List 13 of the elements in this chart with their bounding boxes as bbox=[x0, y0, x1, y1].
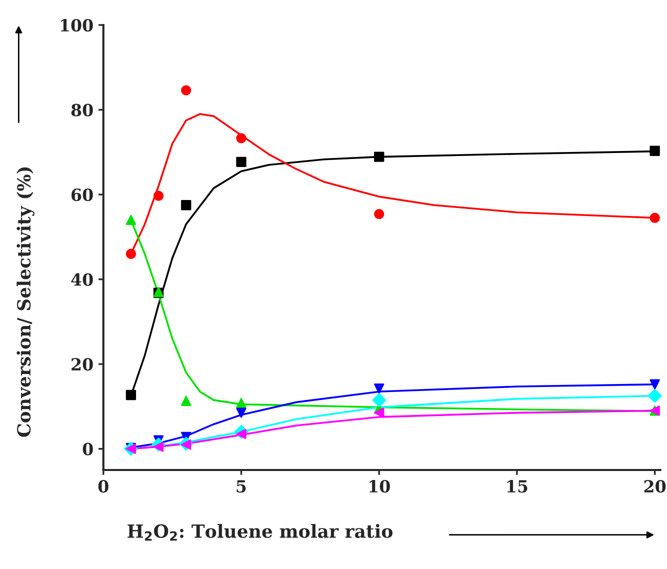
x-tick-label: 10 bbox=[370, 480, 390, 493]
x-axis-title: H$_{2}$O$_{2}$: Toluene molar ratio bbox=[128, 524, 392, 541]
y-tick-label: 0 bbox=[82, 442, 93, 456]
y-tick-label: 100 bbox=[60, 19, 93, 32]
x-tick-label: 0 bbox=[98, 480, 108, 493]
x-tick-label: 15 bbox=[507, 480, 528, 493]
y-tick-label: 40 bbox=[71, 273, 93, 286]
y-tick-label: 80 bbox=[71, 104, 93, 116]
y-tick-label: 60 bbox=[72, 188, 93, 202]
x-tick-label: 20 bbox=[644, 480, 666, 493]
y-axis-title: Conversion/ Selectivity (%) bbox=[16, 167, 34, 437]
x-tick-label: 5 bbox=[236, 480, 246, 493]
y-tick-label: 20 bbox=[72, 358, 93, 371]
